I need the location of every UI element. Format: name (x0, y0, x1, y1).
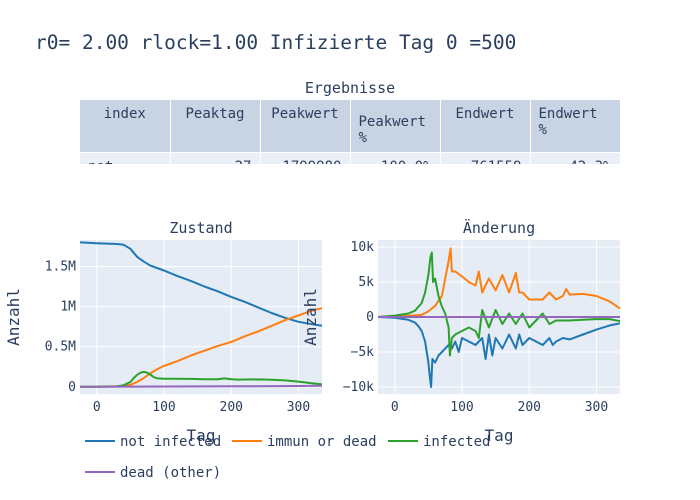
legend-item: infected (423, 434, 490, 450)
series-line-immun-or-dead (377, 247, 621, 318)
y-tick-label: 0 (68, 380, 76, 395)
table-cell: 42.3% (530, 152, 620, 164)
page-title: r0= 2.00 rlock=1.00 Infizierte Tag 0 =50… (35, 31, 517, 54)
results-table: index Peaktag Peakwert Peakwert % Endwer… (80, 100, 620, 164)
results-table-wrapper[interactable]: index Peaktag Peakwert Peakwert % Endwer… (80, 100, 620, 164)
series-line-not-infected (79, 241, 323, 327)
header-index: index (80, 100, 171, 153)
table-title: Ergebnisse (304, 79, 396, 97)
x-tick-label: 0 (391, 400, 399, 415)
y-tick-label: −5k (351, 345, 375, 360)
y-tick-label: 1.5M (45, 259, 76, 274)
table-cell: 761559 (440, 152, 531, 164)
series-line-dead-other (80, 384, 323, 388)
x-tick-label: 200 (518, 400, 541, 415)
table-cell: 100.0% (350, 152, 441, 164)
x-tick-label: 100 (152, 400, 175, 415)
y-tick-label: 1M (60, 300, 76, 315)
x-tick-label: 100 (450, 400, 473, 415)
legend-item: dead (other) (120, 465, 221, 481)
x-axis-label: Tag (485, 426, 514, 445)
series-line-infected (377, 251, 621, 357)
table-header-row: index Peaktag Peakwert Peakwert % Endwer… (80, 100, 620, 153)
header-peaktag: Peaktag (170, 100, 261, 153)
y-tick-label: −10k (343, 380, 374, 395)
x-tick-label: 300 (585, 400, 608, 415)
subplot-title: Änderung (463, 218, 535, 237)
y-axis-label: Anzahl (4, 288, 23, 346)
y-axis-label: Anzahl (301, 288, 320, 346)
legend-item: not infected (120, 434, 221, 450)
series-line-immun-or-dead (80, 307, 323, 388)
series-line-not-infected (377, 316, 621, 388)
y-tick-label: 0 (366, 310, 374, 325)
legend-item: immun or dead (267, 434, 377, 450)
table-cell: not (80, 152, 171, 164)
subplot-title: Zustand (169, 219, 232, 237)
x-axis-label: Tag (187, 426, 216, 445)
x-tick-label: 200 (220, 400, 243, 415)
y-tick-label: 5k (358, 275, 374, 290)
header-endwert: Endwert (440, 100, 531, 153)
header-peakwert-pct: Peakwert % (350, 100, 441, 153)
x-tick-label: 300 (287, 400, 310, 415)
table-cell: -27 (170, 152, 261, 164)
y-tick-label: 0.5M (45, 340, 76, 355)
x-tick-label: 0 (93, 400, 101, 415)
y-tick-label: 10k (351, 240, 375, 255)
table-row: not -27 1799980 100.0% 761559 42.3% (80, 152, 620, 164)
table-cell: 1799980 (260, 152, 351, 164)
header-peakwert: Peakwert (260, 100, 351, 153)
header-endwert-pct: Endwert % (530, 100, 620, 153)
series-line-infected (79, 370, 323, 388)
